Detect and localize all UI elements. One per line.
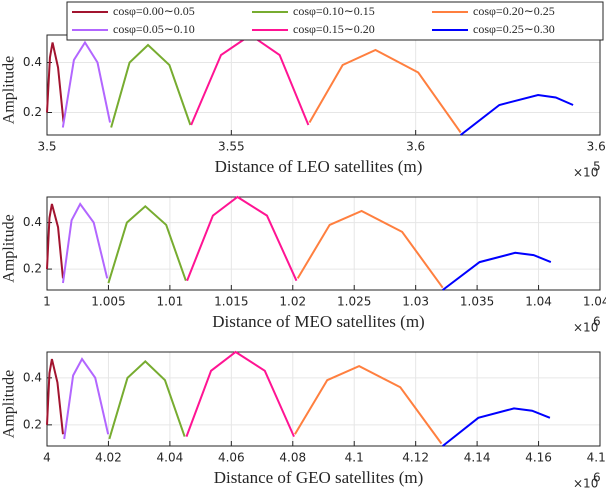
- legend-label: cosφ=0.00∼0.05: [113, 4, 195, 18]
- x-multiplier-exponent: 6: [593, 471, 601, 485]
- axes-box: [46, 196, 601, 291]
- x-tick-label: 1.025: [337, 295, 371, 309]
- legend-label: cosφ=0.15∼0.20: [293, 22, 375, 36]
- x-tick-label: 4.04: [157, 451, 184, 465]
- data-line: [108, 360, 186, 440]
- axes-box: [46, 351, 601, 447]
- y-axis-label: Amplitude: [1, 214, 18, 282]
- x-tick-label: 4.12: [402, 451, 429, 465]
- data-line: [63, 357, 110, 440]
- x-multiplier-exponent: 5: [593, 160, 601, 174]
- data-line: [110, 43, 192, 128]
- x-tick-label: 1.035: [460, 295, 494, 309]
- data-line: [186, 195, 298, 282]
- x-tick-label: 1.045: [583, 295, 606, 309]
- legend-label: cosφ=0.25∼0.30: [473, 22, 555, 36]
- x-axis-label: Distance of MEO satellites (m): [212, 312, 424, 331]
- legend-label: cosφ=0.10∼0.15: [293, 4, 375, 18]
- data-line: [46, 42, 65, 123]
- y-tick-label: 0.2: [23, 417, 42, 431]
- x-axis-label: Distance of LEO satellites (m): [215, 157, 423, 176]
- y-tick-label: 0.4: [23, 370, 42, 384]
- x-tick-label: 4: [43, 451, 51, 465]
- x-tick-label: 4.02: [95, 451, 122, 465]
- legend: cosφ=0.00∼0.05 cosφ=0.05∼0.10 cosφ=0.10∼0.…: [66, 1, 604, 41]
- x-multiplier: ×10: [573, 321, 598, 335]
- x-tick-label: 4.06: [218, 451, 245, 465]
- data-line: [46, 358, 64, 435]
- y-tick-label: 0.2: [23, 262, 42, 276]
- y-tick-label: 0.4: [23, 215, 42, 229]
- data-line: [61, 202, 109, 284]
- x-axis-label: Distance of GEO satellites (m): [214, 468, 424, 487]
- data-line: [107, 204, 187, 284]
- x-tick-label: 1.01: [157, 295, 184, 309]
- plot-area: [47, 35, 600, 135]
- data-line: [296, 209, 444, 289]
- data-line: [442, 407, 551, 447]
- data-line: [294, 364, 443, 445]
- y-axis-label: Amplitude: [1, 370, 18, 438]
- x-tick-label: 4.16: [525, 451, 552, 465]
- x-multiplier: ×10: [573, 166, 598, 180]
- y-tick-label: 0.2: [23, 105, 42, 119]
- x-tick-label: 3.65: [587, 140, 606, 154]
- legend-label: cosφ=0.20∼0.25: [473, 4, 555, 18]
- y-tick-label: 0.4: [23, 55, 42, 69]
- y-axis-label: Amplitude: [1, 56, 18, 124]
- x-tick-label: 4.14: [464, 451, 491, 465]
- x-tick-label: 3.55: [218, 140, 245, 154]
- x-multiplier: ×10: [573, 477, 598, 491]
- x-tick-label: 1.015: [214, 295, 248, 309]
- data-line: [61, 40, 112, 128]
- x-tick-label: 4.1: [345, 451, 364, 465]
- x-tick-label: 1.005: [91, 295, 125, 309]
- x-tick-label: 4.18: [587, 451, 606, 465]
- x-tick-label: 3.5: [37, 140, 56, 154]
- data-line: [46, 203, 64, 279]
- x-tick-label: 1.04: [525, 295, 552, 309]
- plot-area: [47, 352, 600, 446]
- plot-area: [47, 197, 600, 290]
- x-tick-label: 4.08: [279, 451, 306, 465]
- data-line: [308, 48, 462, 134]
- data-line: [442, 251, 552, 291]
- x-tick-label: 3.6: [406, 140, 425, 154]
- x-tick-label: 1: [43, 295, 51, 309]
- data-line: [185, 350, 295, 438]
- x-tick-label: 1.03: [402, 295, 429, 309]
- legend-label: cosφ=0.05∼0.10: [113, 22, 195, 36]
- x-tick-label: 1.02: [279, 295, 306, 309]
- x-multiplier-exponent: 6: [593, 315, 601, 329]
- legend-box: [66, 1, 604, 41]
- data-line: [460, 93, 574, 136]
